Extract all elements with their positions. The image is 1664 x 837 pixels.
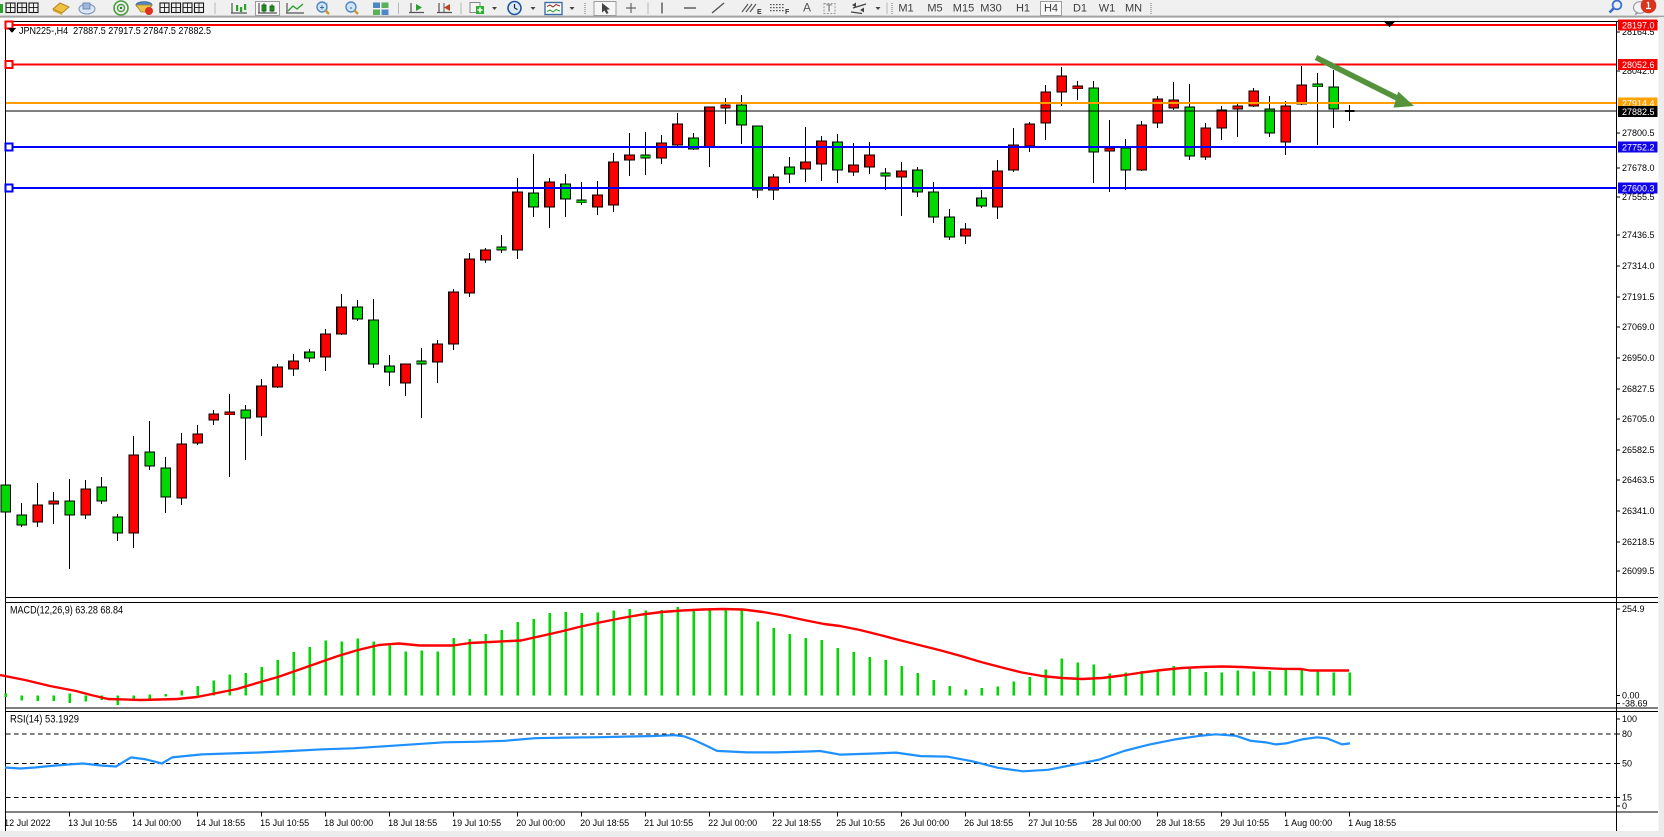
- svg-text:20 Jul 18:55: 20 Jul 18:55: [580, 818, 629, 828]
- svg-text:H4: H4: [1044, 3, 1058, 15]
- svg-text:28042.0: 28042.0: [1622, 66, 1655, 76]
- svg-text:26582.5: 26582.5: [1622, 445, 1655, 455]
- svg-text:22 Jul 00:00: 22 Jul 00:00: [708, 818, 757, 828]
- svg-text:-: -: [350, 3, 353, 12]
- svg-text:27600.3: 27600.3: [1622, 183, 1655, 193]
- svg-text:H1: H1: [1016, 3, 1030, 15]
- svg-text:28197.0: 28197.0: [1622, 20, 1655, 30]
- svg-text:28 Jul 00:00: 28 Jul 00:00: [1092, 818, 1141, 828]
- svg-text:50: 50: [1622, 759, 1632, 769]
- svg-text:100: 100: [1622, 714, 1637, 724]
- svg-text:28 Jul 18:55: 28 Jul 18:55: [1156, 818, 1205, 828]
- svg-text:M15: M15: [953, 3, 974, 15]
- svg-text:14 Jul 00:00: 14 Jul 00:00: [132, 818, 181, 828]
- svg-text:28164.5: 28164.5: [1622, 27, 1655, 37]
- svg-text:M5: M5: [927, 3, 942, 15]
- svg-text:26 Jul 00:00: 26 Jul 00:00: [900, 818, 949, 828]
- svg-text:27555.5: 27555.5: [1622, 192, 1655, 202]
- svg-text:26705.0: 26705.0: [1622, 414, 1655, 424]
- svg-text:13 Jul 10:55: 13 Jul 10:55: [68, 818, 117, 828]
- svg-text:E: E: [757, 9, 762, 16]
- svg-text:27882.5: 27882.5: [1622, 107, 1655, 117]
- svg-text:-38.69: -38.69: [1622, 699, 1648, 709]
- svg-text:MACD(12,26,9) 63.28 68.84: MACD(12,26,9) 63.28 68.84: [10, 605, 123, 617]
- svg-text:D1: D1: [1073, 3, 1087, 15]
- svg-text:27752.2: 27752.2: [1622, 142, 1655, 152]
- svg-text:+: +: [320, 3, 325, 12]
- svg-text:15: 15: [1622, 793, 1632, 803]
- svg-text:27 Jul 10:55: 27 Jul 10:55: [1028, 818, 1077, 828]
- svg-text:26827.5: 26827.5: [1622, 384, 1655, 394]
- svg-text:22 Jul 18:55: 22 Jul 18:55: [772, 818, 821, 828]
- svg-text:28052.6: 28052.6: [1622, 60, 1655, 70]
- svg-text:27678.0: 27678.0: [1622, 163, 1655, 173]
- svg-text:27436.5: 27436.5: [1622, 230, 1655, 240]
- svg-text:25 Jul 10:55: 25 Jul 10:55: [836, 818, 885, 828]
- svg-text:80: 80: [1622, 729, 1632, 739]
- svg-text:20 Jul 00:00: 20 Jul 00:00: [516, 818, 565, 828]
- svg-text:JPN225-,H4 27887.5 27917.5 27: JPN225-,H4 27887.5 27917.5 27847.5 27882…: [19, 25, 211, 37]
- svg-text:18 Jul 18:55: 18 Jul 18:55: [388, 818, 437, 828]
- svg-text:254.9: 254.9: [1622, 604, 1645, 614]
- svg-text:19 Jul 10:55: 19 Jul 10:55: [452, 818, 501, 828]
- svg-text:T: T: [826, 4, 832, 15]
- svg-text:1 Aug 18:55: 1 Aug 18:55: [1348, 818, 1396, 828]
- svg-text:14 Jul 18:55: 14 Jul 18:55: [196, 818, 245, 828]
- svg-text:0: 0: [1622, 801, 1627, 811]
- svg-text:1 Aug 00:00: 1 Aug 00:00: [1284, 818, 1332, 828]
- svg-text:MN: MN: [1125, 3, 1142, 15]
- svg-text:RSI(14) 53.1929: RSI(14) 53.1929: [10, 714, 79, 726]
- svg-text:26463.5: 26463.5: [1622, 475, 1655, 485]
- svg-text:27069.0: 27069.0: [1622, 322, 1655, 332]
- svg-text:0.00: 0.00: [1622, 691, 1640, 701]
- svg-text:26099.5: 26099.5: [1622, 566, 1655, 576]
- svg-text:A: A: [803, 1, 811, 15]
- svg-text:21 Jul 10:55: 21 Jul 10:55: [644, 818, 693, 828]
- svg-text:M30: M30: [980, 3, 1001, 15]
- svg-text:12 Jul 2022: 12 Jul 2022: [4, 818, 51, 828]
- svg-text:27914.4: 27914.4: [1622, 98, 1655, 108]
- svg-text:29 Jul 10:55: 29 Jul 10:55: [1220, 818, 1269, 828]
- svg-text:18 Jul 00:00: 18 Jul 00:00: [324, 818, 373, 828]
- svg-text:26 Jul 18:55: 26 Jul 18:55: [964, 818, 1013, 828]
- svg-text:26950.0: 26950.0: [1622, 353, 1655, 363]
- svg-text:27800.5: 27800.5: [1622, 128, 1655, 138]
- svg-text:27191.5: 27191.5: [1622, 292, 1655, 302]
- svg-text:15 Jul 10:55: 15 Jul 10:55: [260, 818, 309, 828]
- svg-text:M1: M1: [898, 3, 913, 15]
- svg-text:27314.0: 27314.0: [1622, 261, 1655, 271]
- svg-text:26218.5: 26218.5: [1622, 537, 1655, 547]
- svg-text:F: F: [785, 9, 790, 16]
- svg-text:W1: W1: [1099, 3, 1116, 15]
- svg-text:26341.0: 26341.0: [1622, 506, 1655, 516]
